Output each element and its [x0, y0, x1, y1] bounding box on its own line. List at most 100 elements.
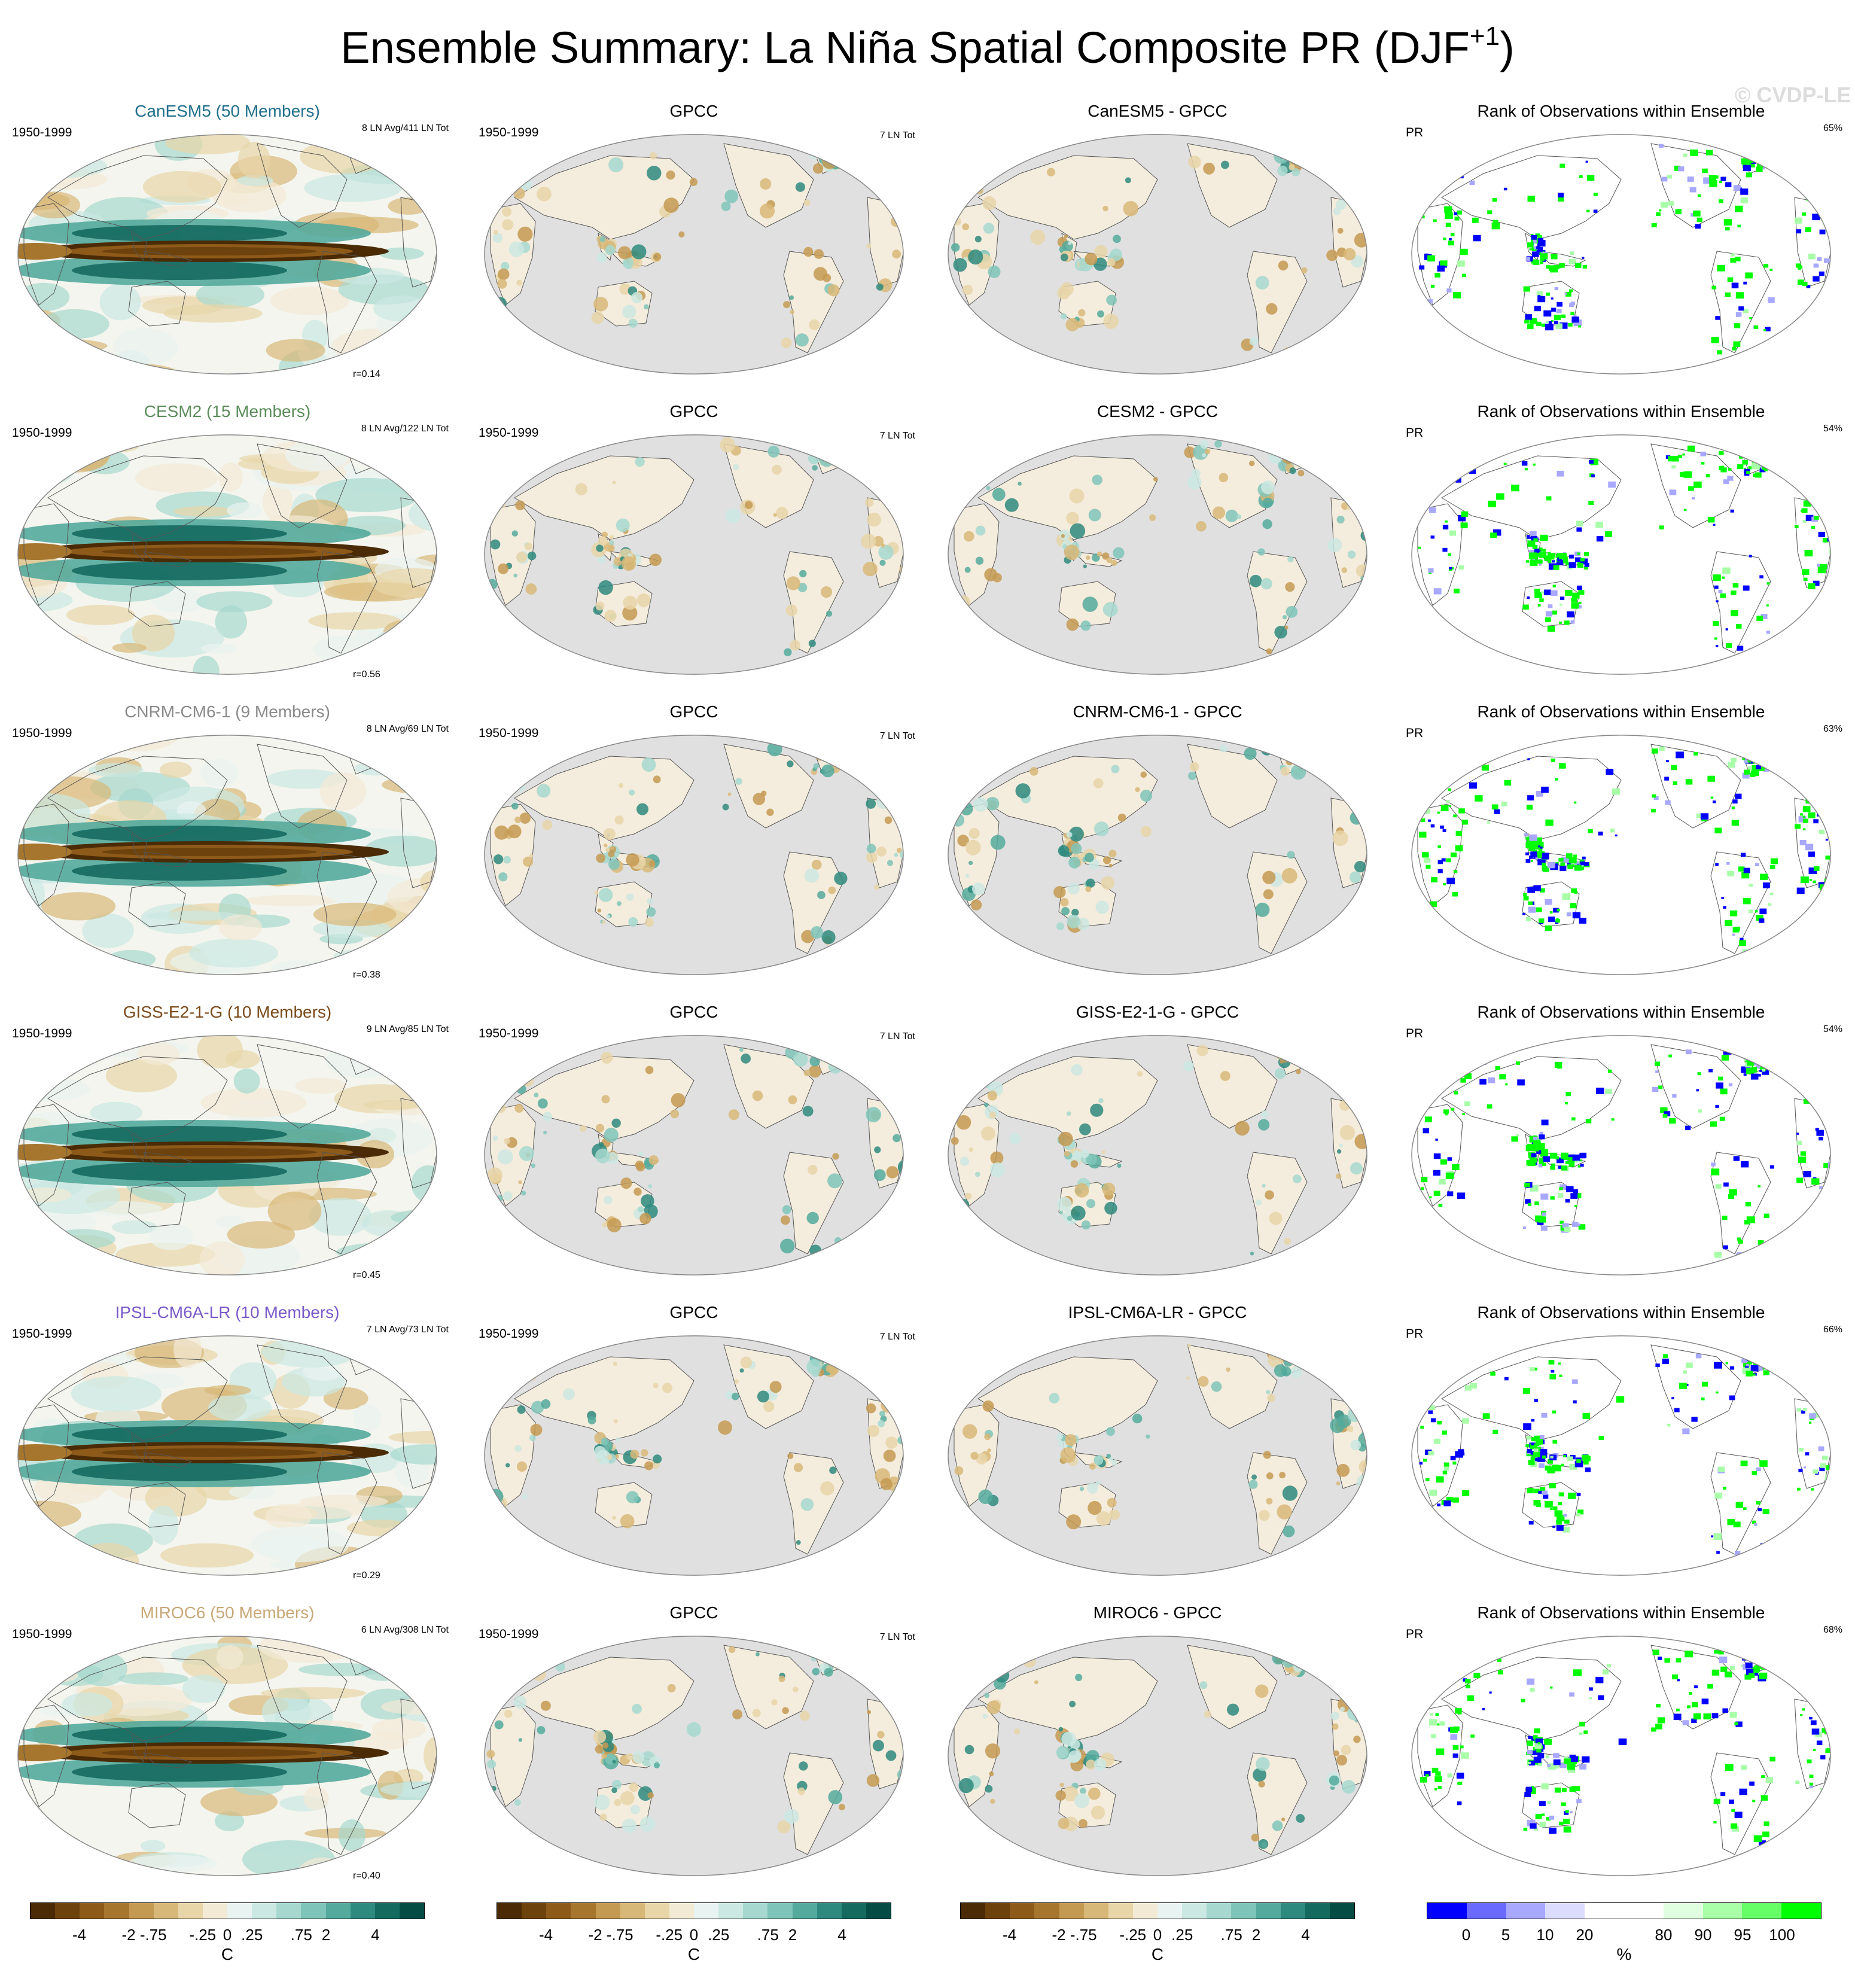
composite-colorbar: -4 -2 -.75 -.25 0 .25 .75 2 4 C [960, 1902, 1355, 1974]
colorbar-swatch [178, 1903, 203, 1919]
obs-panel-left-label: 1950-1999 [479, 1627, 539, 1641]
colorbar-swatch [595, 1903, 620, 1919]
colorbar-tick-label: 0 [1461, 1926, 1471, 1944]
rank-map-frame [1406, 1333, 1836, 1578]
diff-panel: IPSL-CM6A-LR - GPCC [930, 1302, 1385, 1589]
rank-panel-left-label: PR [1406, 126, 1424, 139]
diff-panel-title: CNRM-CM6-1 - GPCC [1073, 702, 1242, 721]
colorbar-swatches [960, 1902, 1355, 1919]
obs-panel-right-label: 7 LN Tot [879, 1632, 915, 1642]
colorbar-swatch [1466, 1903, 1506, 1919]
colorbar-tick-label: 4 [837, 1926, 846, 1944]
colorbar-tick-label: -4 [72, 1926, 87, 1944]
colorbar-swatch [522, 1903, 547, 1919]
colorbar-swatch [31, 1903, 56, 1919]
obs-map [484, 134, 904, 375]
colorbar-swatch [276, 1903, 301, 1919]
colorbar-tick-label: 2 [788, 1926, 797, 1944]
obs-panel: GPCC 1950-1999 7 LN Tot [467, 401, 921, 688]
colorbar-swatch [1585, 1903, 1624, 1919]
model-panel-left-label: 1950-1999 [12, 426, 72, 440]
obs-panel-title: GPCC [669, 702, 718, 721]
obs-map-frame [479, 1633, 909, 1879]
obs-panel: GPCC 1950-1999 7 LN Tot [467, 701, 921, 988]
diff-panel-title: CESM2 - GPCC [1096, 402, 1219, 421]
obs-map [484, 434, 904, 675]
rank-map [1411, 1335, 1831, 1576]
model-panel-right-label: 7 LN Avg/73 LN Tot [366, 1325, 449, 1335]
colorbar-swatch [1083, 1903, 1108, 1919]
model-panel-title: GISS-E2-1-G (10 Members) [123, 1003, 332, 1021]
model-panel-left-label: 1950-1999 [12, 1027, 72, 1040]
colorbar-tick-label: 10 [1536, 1926, 1554, 1944]
model-panel: MIROC6 (50 Members) 1950-1999 6 LN Avg/308… [0, 1602, 455, 1889]
colorbar-unit: C [221, 1945, 234, 1963]
rank-map-frame [1406, 132, 1836, 377]
colorbar-tick-label: 2 [1251, 1926, 1261, 1944]
rank-panel-left-label: PR [1406, 1027, 1424, 1040]
obs-panel-right-label: 7 LN Tot [879, 731, 915, 741]
colorbar-swatch [1742, 1903, 1782, 1919]
colorbar-tick-label: -2 [121, 1926, 136, 1944]
pattern-correlation: r=0.29 [353, 1570, 380, 1581]
colorbar-tick-label: -.25 [189, 1926, 217, 1944]
rank-panel-left-label: PR [1406, 1327, 1424, 1341]
obs-panel-right-label: 7 LN Tot [879, 1031, 915, 1042]
rank-panel-right-label: 66% [1823, 1325, 1842, 1335]
colorbar-tick-label: 95 [1734, 1926, 1752, 1944]
model-panel-left-label: 1950-1999 [12, 1327, 72, 1341]
obs-panel-title: GPCC [669, 1603, 718, 1622]
colorbar-tick-label: -4 [538, 1926, 553, 1944]
diff-panel: CNRM-CM6-1 - GPCC [930, 701, 1385, 988]
model-map-frame [12, 1633, 443, 1879]
diff-panel: MIROC6 - GPCC [930, 1602, 1385, 1889]
colorbar-swatch [202, 1903, 227, 1919]
pattern-correlation: r=0.14 [353, 369, 380, 379]
colorbar-tick-label: .75 [757, 1926, 779, 1944]
colorbar-tick-label: .25 [708, 1926, 730, 1944]
rank-panel-title: Rank of Observations within Ensemble [1477, 1603, 1765, 1622]
model-panel: CanESM5 (50 Members) 1950-1999 8 LN Avg/41… [0, 101, 455, 388]
obs-map-frame [479, 732, 909, 978]
obs-panel-title: GPCC [669, 1003, 718, 1021]
colorbar-swatch [350, 1903, 375, 1919]
model-map [17, 1035, 437, 1275]
colorbar-tick-label: 0 [689, 1926, 699, 1944]
model-panel-right-label: 8 LN Avg/411 LN Tot [362, 123, 449, 133]
model-map-frame [12, 1333, 443, 1578]
rank-panel: Rank of Observations within Ensemble PR 68… [1394, 1602, 1848, 1889]
obs-map [484, 735, 904, 975]
colorbar-swatch [961, 1903, 986, 1919]
rank-colorbar: 0 5 10 20 80 90 95 100% [1427, 1902, 1822, 1974]
colorbar-swatch [153, 1903, 178, 1919]
colorbar-swatch [1427, 1903, 1467, 1919]
obs-panel-title: GPCC [669, 1303, 718, 1322]
colorbar-tick-label: 4 [1301, 1926, 1310, 1944]
rank-map [1411, 134, 1831, 375]
rank-panel-right-label: 54% [1823, 424, 1842, 434]
rank-panel-right-label: 63% [1823, 724, 1842, 734]
model-map-frame [12, 732, 443, 978]
rank-panel: Rank of Observations within Ensemble PR 54… [1394, 401, 1848, 688]
obs-panel-left-label: 1950-1999 [479, 126, 539, 139]
colorbar-swatch [1256, 1903, 1281, 1919]
composite-colorbar: -4 -2 -.75 -.25 0 .25 .75 2 4 C [30, 1902, 425, 1974]
model-map [17, 434, 437, 675]
diff-map [948, 134, 1367, 375]
colorbar-tick-label: 0 [223, 1926, 232, 1944]
colorbar-tick-label: 20 [1576, 1926, 1594, 1944]
watermark: © CVDP-LE [1735, 83, 1851, 107]
colorbar-swatch [1305, 1903, 1330, 1919]
model-panel-title: CESM2 (15 Members) [144, 402, 311, 421]
colorbar-swatch [694, 1903, 719, 1919]
colorbar-swatch [571, 1903, 596, 1919]
colorbar-swatch [1010, 1903, 1035, 1919]
diff-panel: CanESM5 - GPCC [930, 101, 1385, 388]
colorbar-swatch [817, 1903, 842, 1919]
colorbar-swatch [129, 1903, 154, 1919]
rank-panel: Rank of Observations within Ensemble PR 63… [1394, 701, 1848, 988]
model-panel-title: IPSL-CM6A-LR (10 Members) [115, 1303, 340, 1322]
obs-panel: GPCC 1950-1999 7 LN Tot [467, 1001, 921, 1289]
colorbar-swatch [1207, 1903, 1232, 1919]
colorbar-swatch [767, 1903, 793, 1919]
